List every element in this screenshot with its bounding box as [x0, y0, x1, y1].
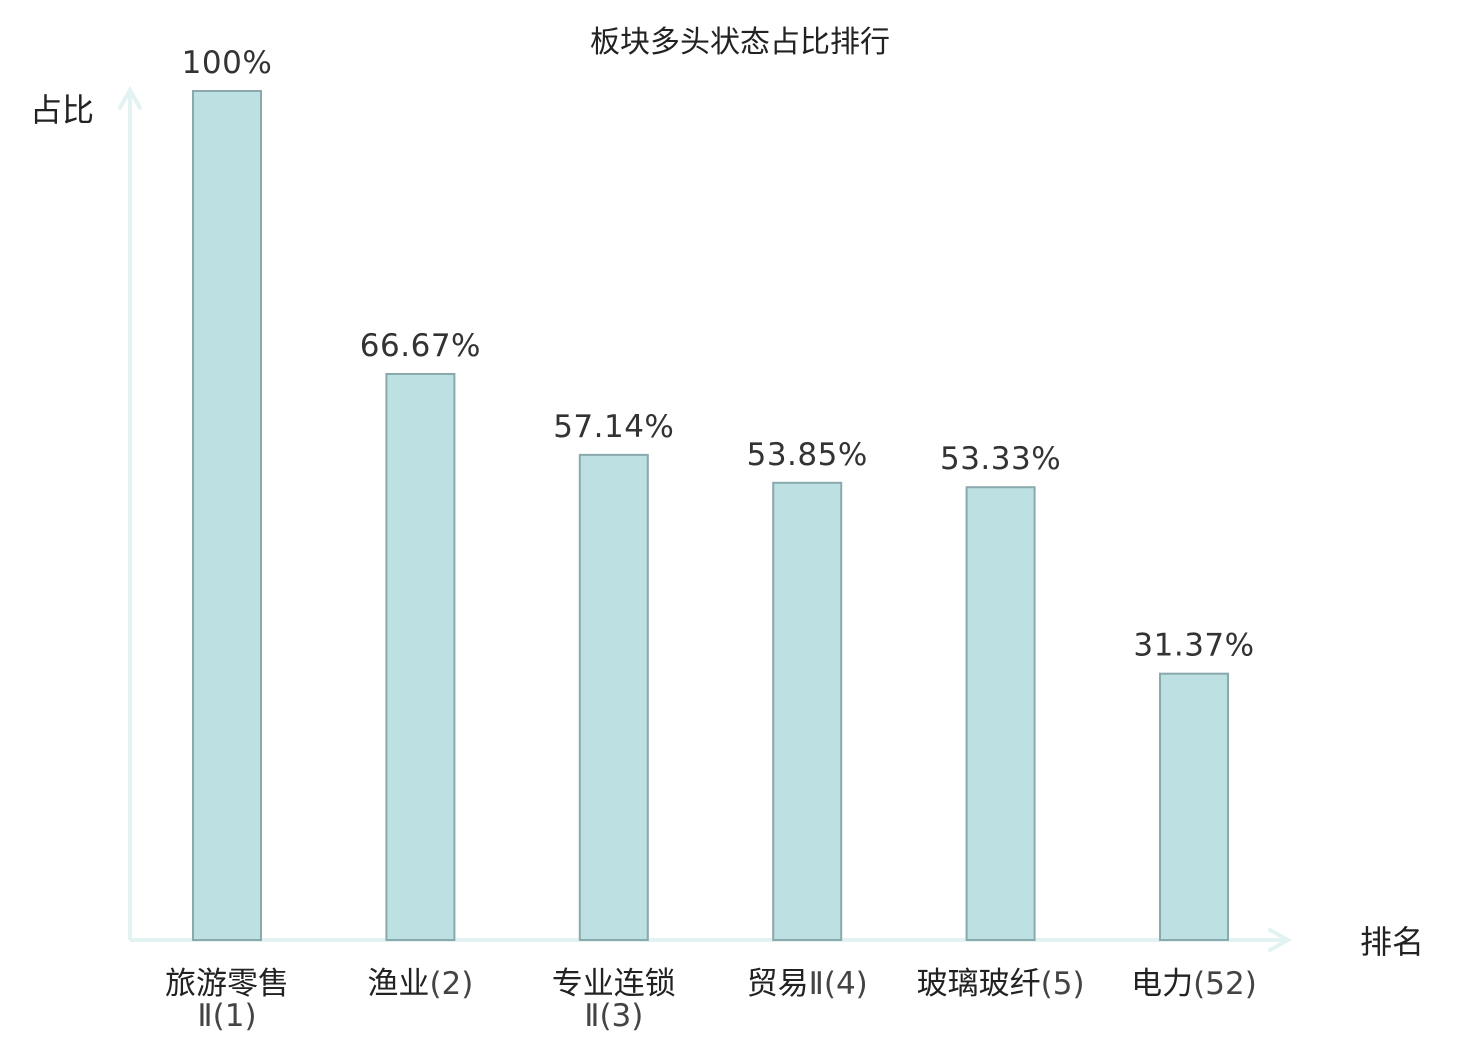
category-label: 电力(52)	[1131, 966, 1257, 1002]
category-name: 专业连锁	[552, 966, 676, 1002]
value-label: 53.85%	[747, 437, 868, 473]
x-axis-arrow	[1268, 928, 1293, 952]
category-name: 渔业	[367, 966, 429, 1002]
bars-group	[192, 90, 1229, 942]
bar	[772, 481, 843, 941]
category-name: 旅游零售	[165, 966, 289, 1002]
category-name: 玻璃玻纤	[917, 966, 1041, 1002]
category-name: 贸易	[747, 966, 809, 1002]
y-axis-title: 占比	[30, 91, 94, 129]
y-axis-arrow	[118, 85, 142, 110]
category-labels-group: 旅游零售 Ⅱ(1) 渔业(2) 专业连锁 Ⅱ(3) 贸易Ⅱ(4) 玻璃玻纤(5) 电力(52)	[165, 966, 1257, 1034]
bar	[1159, 672, 1229, 941]
category-name: 电力	[1131, 966, 1193, 1002]
category-label: 渔业(2)	[367, 966, 473, 1002]
category-rank: Ⅱ(1)	[197, 998, 256, 1034]
category-rank: Ⅱ(3)	[584, 998, 643, 1034]
value-label: 66.67%	[360, 328, 481, 364]
x-axis-title: 排名	[1360, 923, 1424, 961]
value-labels-group: 100% 66.67% 57.14% 53.85% 53.33% 31.37%	[182, 45, 1254, 664]
category-rank: (5)	[1041, 966, 1085, 1002]
value-label: 57.14%	[553, 409, 674, 445]
category-rank: (2)	[429, 966, 473, 1002]
bar	[965, 486, 1036, 941]
category-label: 旅游零售 Ⅱ(1)	[165, 966, 289, 1034]
bar	[192, 90, 262, 941]
category-label: 玻璃玻纤(5)	[917, 966, 1085, 1002]
bar	[578, 453, 649, 941]
category-rank: (52)	[1193, 966, 1257, 1002]
category-label: 专业连锁 Ⅱ(3)	[552, 966, 676, 1034]
axes	[118, 85, 1293, 952]
bar	[385, 372, 456, 942]
chart-title: 板块多头状态占比排行	[590, 25, 890, 60]
category-rank: Ⅱ(4)	[809, 966, 868, 1002]
value-label: 100%	[182, 45, 273, 81]
value-label: 31.37%	[1133, 628, 1254, 664]
value-label: 53.33%	[940, 441, 1061, 477]
category-label: 贸易Ⅱ(4)	[747, 966, 868, 1002]
